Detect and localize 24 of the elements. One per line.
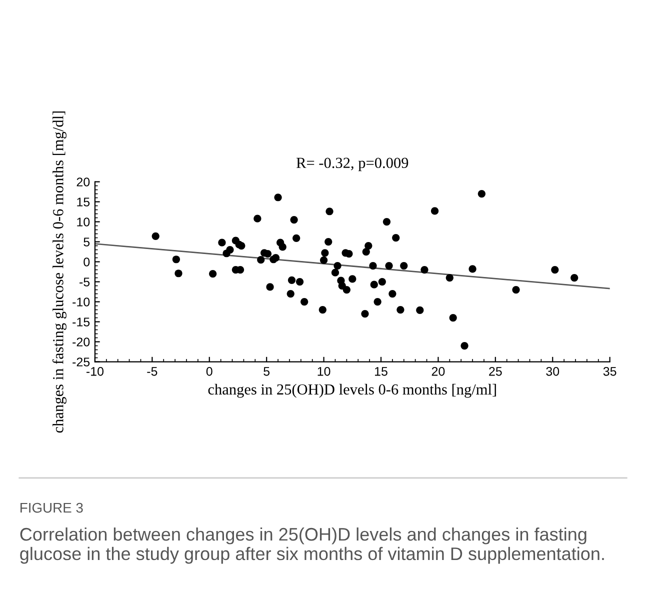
y-tick-label: -10 <box>72 298 90 306</box>
x-tick-label: 15 <box>375 367 388 376</box>
y-tick-label: 15 <box>77 198 90 206</box>
x-tick-label: 5 <box>264 367 270 376</box>
x-tick-label: 20 <box>432 366 445 376</box>
y-tick-label: -5 <box>80 278 90 286</box>
x-tick-label: 10 <box>318 366 330 376</box>
y-tick-label: -15 <box>72 318 90 326</box>
x-tick-label: 0 <box>206 366 212 376</box>
y-tick-label: 0 <box>84 258 90 266</box>
y-tick-label: -20 <box>72 338 90 346</box>
y-axis-title: changes in fasting glucose levels 0-6 months [mg/dl] <box>52 111 66 433</box>
x-tick-label: 35 <box>603 366 616 376</box>
y-tick-label: 20 <box>76 178 90 186</box>
caption: FIGURE 3 <box>20 502 83 513</box>
chart-title: R= -0.32, p=0.009 <box>296 158 408 172</box>
y-tick-label: 5 <box>84 238 90 246</box>
x-tick-label: 25 <box>489 366 502 376</box>
y-tick-label: 10 <box>77 218 90 226</box>
y-tick-label: -25 <box>72 358 90 366</box>
x-tick-label: -5 <box>147 367 158 376</box>
text: Correlation between changes in 25(OH)D levels and changes in fasting glucose in the study group after six months of vitamin D supplementation. <box>20 527 604 564</box>
x-axis-title: changes in 25(OH)D levels 0-6 months [ng/ml] <box>208 384 496 398</box>
x-tick-label: 30 <box>546 366 560 376</box>
